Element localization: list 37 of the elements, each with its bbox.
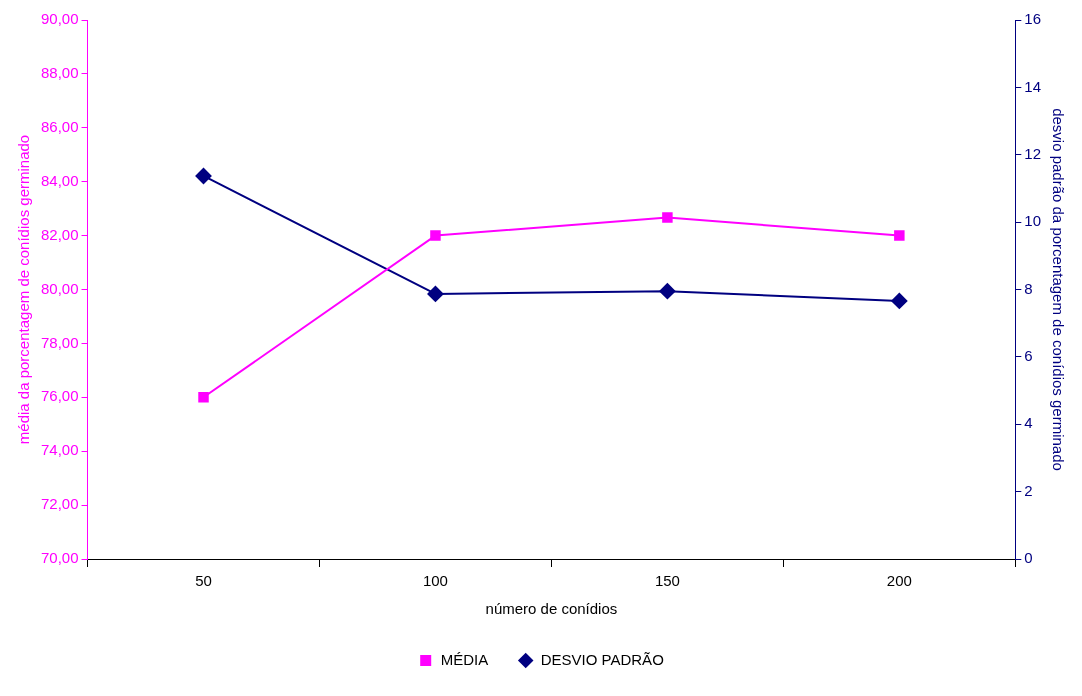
x-tick-label: 200 xyxy=(886,572,912,590)
y-tick-label: 72,00 xyxy=(40,495,79,513)
y-tick-label: 80,00 xyxy=(40,279,79,297)
y-axis-title: média da porcentagem de conídios germinado xyxy=(15,134,33,445)
point xyxy=(195,167,212,184)
point xyxy=(198,392,209,403)
y2-tick-label: 0 xyxy=(1024,549,1033,567)
y2-tick-label: 10 xyxy=(1024,212,1041,230)
y-tick-label: 90,00 xyxy=(40,10,79,28)
y2-tick-label: 6 xyxy=(1024,347,1033,365)
y-tick-label: 88,00 xyxy=(40,64,79,82)
y-tick-label: 70,00 xyxy=(40,549,79,567)
y2-axis-title: desvio padrão da porcentagem de conídios germinado xyxy=(1049,108,1067,471)
legend-label: DESVIO PADRÃO xyxy=(540,650,664,668)
point xyxy=(891,292,908,309)
y-tick-label: 82,00 xyxy=(40,225,79,243)
x-axis-title: número de conídios xyxy=(485,600,618,618)
point xyxy=(662,212,673,223)
point xyxy=(894,230,905,241)
y2-tick-label: 12 xyxy=(1024,144,1041,162)
y-tick-label: 84,00 xyxy=(40,171,79,189)
y-tick-label: 76,00 xyxy=(40,387,79,405)
y2-tick-label: 16 xyxy=(1024,10,1041,28)
x-tick-label: 50 xyxy=(195,572,212,590)
y-tick-label: 74,00 xyxy=(40,441,79,459)
point xyxy=(427,285,444,302)
y-tick-label: 78,00 xyxy=(40,333,79,351)
y2-tick-label: 2 xyxy=(1024,481,1033,499)
x-tick-label: 100 xyxy=(422,572,448,590)
y2-tick-label: 8 xyxy=(1024,279,1033,297)
point xyxy=(430,230,441,241)
y2-tick-label: 4 xyxy=(1024,414,1033,432)
y2-tick-label: 14 xyxy=(1024,77,1041,95)
point xyxy=(659,283,676,300)
legend-label: MÉDIA xyxy=(440,650,489,668)
x-tick-label: 150 xyxy=(654,572,680,590)
y-tick-label: 86,00 xyxy=(40,117,79,135)
